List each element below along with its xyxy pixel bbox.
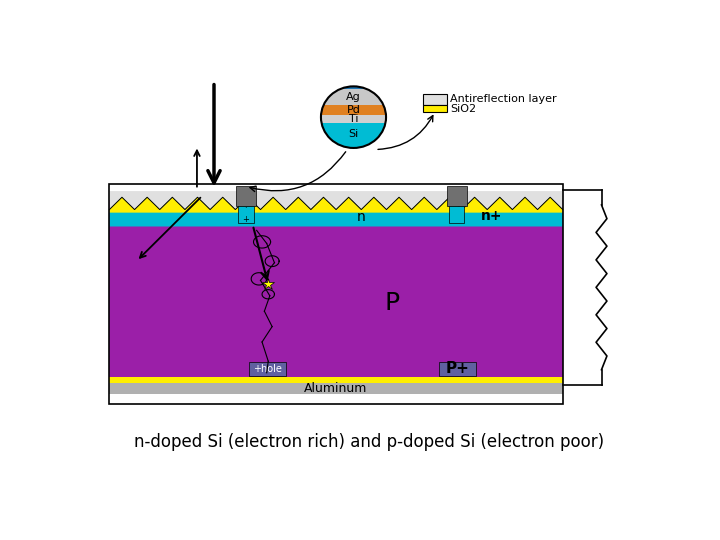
Text: n+: n+ [482, 209, 503, 222]
Bar [438, 362, 476, 376]
Text: P: P [384, 292, 400, 315]
Bar [321, 105, 386, 117]
Text: ·
+: · + [243, 205, 249, 224]
Bar [423, 105, 446, 112]
Bar [423, 94, 446, 105]
Ellipse shape [321, 86, 386, 148]
Ellipse shape [321, 86, 386, 148]
Ellipse shape [321, 86, 386, 148]
Text: +hole: +hole [253, 364, 282, 374]
Text: P+: P+ [446, 361, 469, 376]
Polygon shape [109, 191, 563, 210]
Bar [235, 186, 256, 206]
Bar [109, 184, 563, 404]
Bar [109, 377, 563, 383]
Bar [446, 186, 467, 206]
Text: Si: Si [348, 130, 359, 139]
Polygon shape [109, 197, 563, 226]
Ellipse shape [321, 86, 386, 148]
Bar [449, 206, 464, 222]
Polygon shape [109, 197, 563, 213]
Text: Ti: Ti [348, 114, 359, 124]
Bar [109, 383, 563, 394]
Bar [238, 206, 253, 222]
Text: Ag: Ag [346, 92, 361, 102]
Bar [109, 200, 563, 388]
Text: n-doped Si (electron rich) and p-doped Si (electron poor): n-doped Si (electron rich) and p-doped S… [134, 433, 604, 451]
Text: Aluminum: Aluminum [305, 382, 368, 395]
Text: n: n [357, 210, 366, 224]
Text: SiO2: SiO2 [451, 104, 477, 114]
Bar [321, 123, 386, 147]
Text: Antireflection layer: Antireflection layer [451, 94, 557, 104]
Bar [321, 115, 386, 125]
Bar [321, 90, 386, 106]
Text: Pd: Pd [346, 105, 361, 115]
Bar [249, 362, 286, 376]
